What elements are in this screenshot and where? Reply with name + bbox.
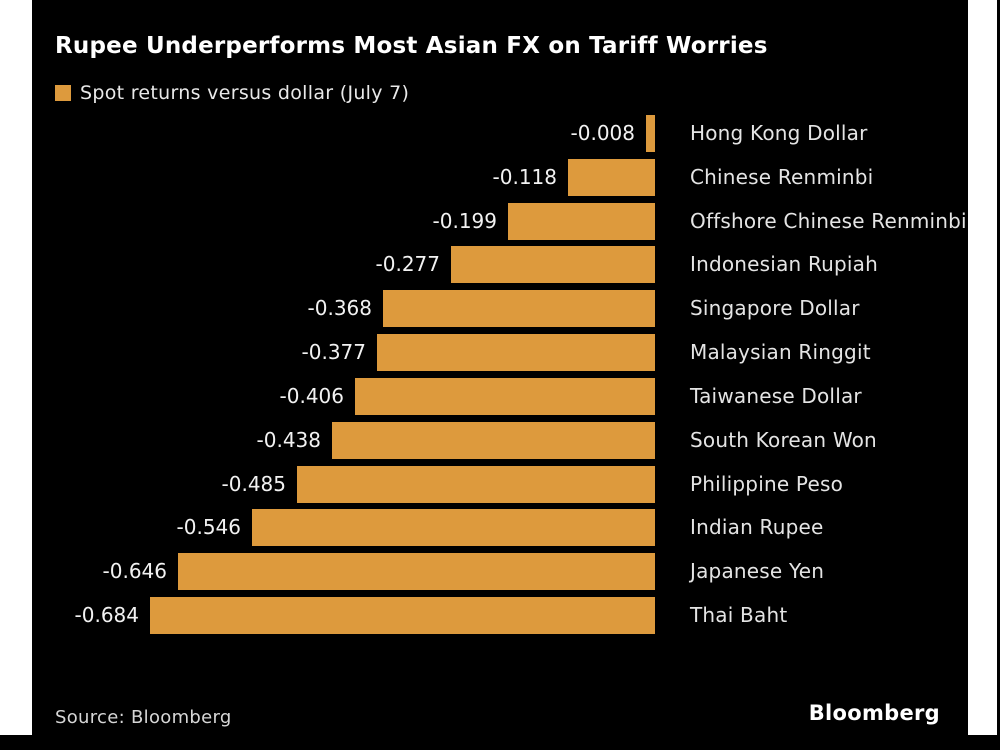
bar-row: -0.118 Chinese Renminbi bbox=[0, 159, 1000, 196]
bar-row: -0.008 Hong Kong Dollar bbox=[0, 115, 1000, 152]
value-label: -0.485 bbox=[221, 472, 286, 496]
bar-row: -0.377 Malaysian Ringgit bbox=[0, 334, 1000, 371]
category-label: Taiwanese Dollar bbox=[690, 384, 862, 408]
legend-label: Spot returns versus dollar (July 7) bbox=[80, 82, 410, 104]
bar bbox=[332, 422, 655, 459]
category-label: Offshore Chinese Renminbi bbox=[690, 209, 967, 233]
bar-row: -0.277 Indonesian Rupiah bbox=[0, 246, 1000, 283]
bar bbox=[451, 246, 655, 283]
chart-title: Rupee Underperforms Most Asian FX on Tar… bbox=[55, 33, 768, 59]
bar bbox=[508, 203, 655, 240]
category-label: Singapore Dollar bbox=[690, 296, 860, 320]
legend-swatch-icon bbox=[55, 85, 71, 101]
bar bbox=[178, 553, 655, 590]
value-label: -0.438 bbox=[256, 428, 321, 452]
value-label: -0.684 bbox=[74, 603, 139, 627]
chart-legend: Spot returns versus dollar (July 7) bbox=[55, 82, 410, 104]
category-label: Japanese Yen bbox=[690, 559, 825, 583]
bar-row: -0.646 Japanese Yen bbox=[0, 553, 1000, 590]
bar-row: -0.199 Offshore Chinese Renminbi bbox=[0, 203, 1000, 240]
category-label: Indian Rupee bbox=[690, 515, 824, 539]
bar bbox=[297, 466, 655, 503]
bar bbox=[355, 378, 655, 415]
bar bbox=[252, 509, 655, 546]
bar bbox=[150, 597, 655, 634]
value-label: -0.406 bbox=[279, 384, 344, 408]
bar-row: -0.485 Philippine Peso bbox=[0, 466, 1000, 503]
bar bbox=[568, 159, 655, 196]
source-text: Source: Bloomberg bbox=[55, 707, 232, 728]
bar-row: -0.546 Indian Rupee bbox=[0, 509, 1000, 546]
bar bbox=[383, 290, 655, 327]
bar bbox=[646, 115, 655, 152]
category-label: Philippine Peso bbox=[690, 472, 843, 496]
category-label: Thai Baht bbox=[690, 603, 788, 627]
value-label: -0.377 bbox=[301, 340, 366, 364]
page-background-right bbox=[968, 0, 997, 735]
page-background-left bbox=[0, 0, 32, 735]
category-label: Chinese Renminbi bbox=[690, 165, 874, 189]
value-label: -0.368 bbox=[307, 296, 372, 320]
bar bbox=[377, 334, 655, 371]
bar-row: -0.438 South Korean Won bbox=[0, 422, 1000, 459]
value-label: -0.199 bbox=[432, 209, 497, 233]
value-label: -0.277 bbox=[375, 252, 440, 276]
value-label: -0.008 bbox=[570, 121, 635, 145]
value-label: -0.546 bbox=[176, 515, 241, 539]
value-label: -0.646 bbox=[102, 559, 167, 583]
bloomberg-logo: Bloomberg bbox=[808, 701, 940, 725]
bar-row: -0.684 Thai Baht bbox=[0, 597, 1000, 634]
bar-row: -0.406 Taiwanese Dollar bbox=[0, 378, 1000, 415]
value-label: -0.118 bbox=[492, 165, 557, 189]
category-label: Indonesian Rupiah bbox=[690, 252, 879, 276]
category-label: Malaysian Ringgit bbox=[690, 340, 871, 364]
category-label: Hong Kong Dollar bbox=[690, 121, 868, 145]
bar-row: -0.368 Singapore Dollar bbox=[0, 290, 1000, 327]
category-label: South Korean Won bbox=[690, 428, 877, 452]
